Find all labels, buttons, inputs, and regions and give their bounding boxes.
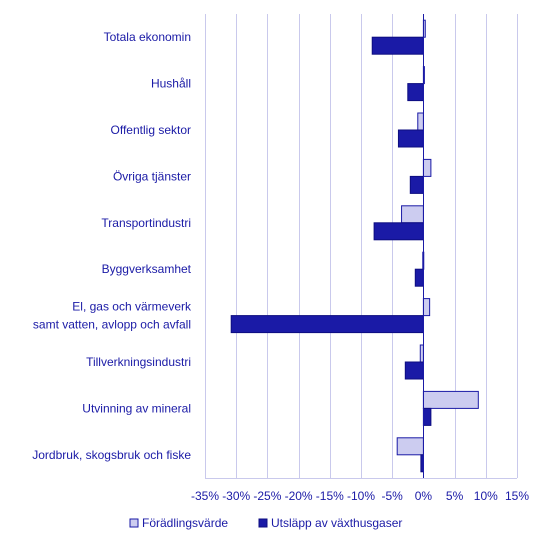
- bar-utslapp: [371, 36, 424, 55]
- bar-foradlingsvarde: [422, 390, 479, 409]
- bar-foradlingsvarde: [396, 437, 424, 456]
- legend-label-foradlingsvarde: Förädlingsvärde: [142, 516, 228, 530]
- bar-utslapp: [404, 361, 424, 380]
- legend-label-utslapp: Utsläpp av växthusgaser: [271, 516, 402, 530]
- x-tick-label: -25%: [253, 489, 281, 503]
- category-label: Tillverkningsindustri: [86, 355, 191, 369]
- bar-utslapp: [397, 129, 424, 148]
- x-tick-label: -30%: [222, 489, 250, 503]
- category-label: Transportindustri: [101, 216, 191, 230]
- x-tick-label: -10%: [347, 489, 375, 503]
- category-label: Utvinning av mineral: [82, 401, 191, 415]
- legend-swatch-foradlingsvarde: [129, 518, 139, 528]
- bar-utslapp: [422, 407, 432, 426]
- bar-foradlingsvarde: [422, 298, 431, 317]
- category-label: Byggverksamhet: [102, 262, 192, 276]
- x-tick-label: 10%: [474, 489, 498, 503]
- grid-lines: [205, 14, 518, 478]
- bar-utslapp: [230, 315, 424, 334]
- x-tick-label: 5%: [446, 489, 464, 503]
- bar-utslapp: [409, 175, 424, 194]
- category-label: Totala ekonomin: [104, 30, 191, 44]
- x-tick-label: 15%: [505, 489, 529, 503]
- bar-utslapp: [414, 268, 424, 287]
- x-tick-label: -20%: [285, 489, 313, 503]
- x-tick-label: -5%: [382, 489, 404, 503]
- x-tick-label: -15%: [316, 489, 344, 503]
- category-label: Offentlig sektor: [111, 123, 191, 137]
- bar-foradlingsvarde: [422, 158, 432, 177]
- bar-utslapp: [373, 222, 424, 241]
- bar-foradlingsvarde: [419, 344, 424, 363]
- legend-swatch-utslapp: [258, 518, 268, 528]
- bars: [230, 19, 479, 473]
- x-tick-label: 0%: [415, 489, 433, 503]
- category-label: Hushåll: [151, 77, 191, 91]
- bar-foradlingsvarde: [401, 205, 424, 224]
- bar-foradlingsvarde: [417, 112, 424, 131]
- category-labels: Totala ekonomin Hushåll Offentlig sektor Öv…: [32, 30, 192, 462]
- legend: Förädlingsvärde Utsläpp av växthusgaser: [129, 516, 402, 530]
- category-label: Jordbruk, skogsbruk och fiske: [32, 448, 191, 462]
- category-label: samt vatten, avlopp och avfall: [33, 318, 191, 332]
- category-label: El, gas och värmeverk: [72, 300, 192, 314]
- bar-utslapp: [407, 83, 424, 102]
- x-tick-label: -35%: [191, 489, 219, 503]
- category-label: Övriga tjänster: [113, 169, 191, 183]
- x-axis: -35% -30% -25% -20% -15% -10% -5% 0% 5% 10% 15%: [191, 14, 529, 503]
